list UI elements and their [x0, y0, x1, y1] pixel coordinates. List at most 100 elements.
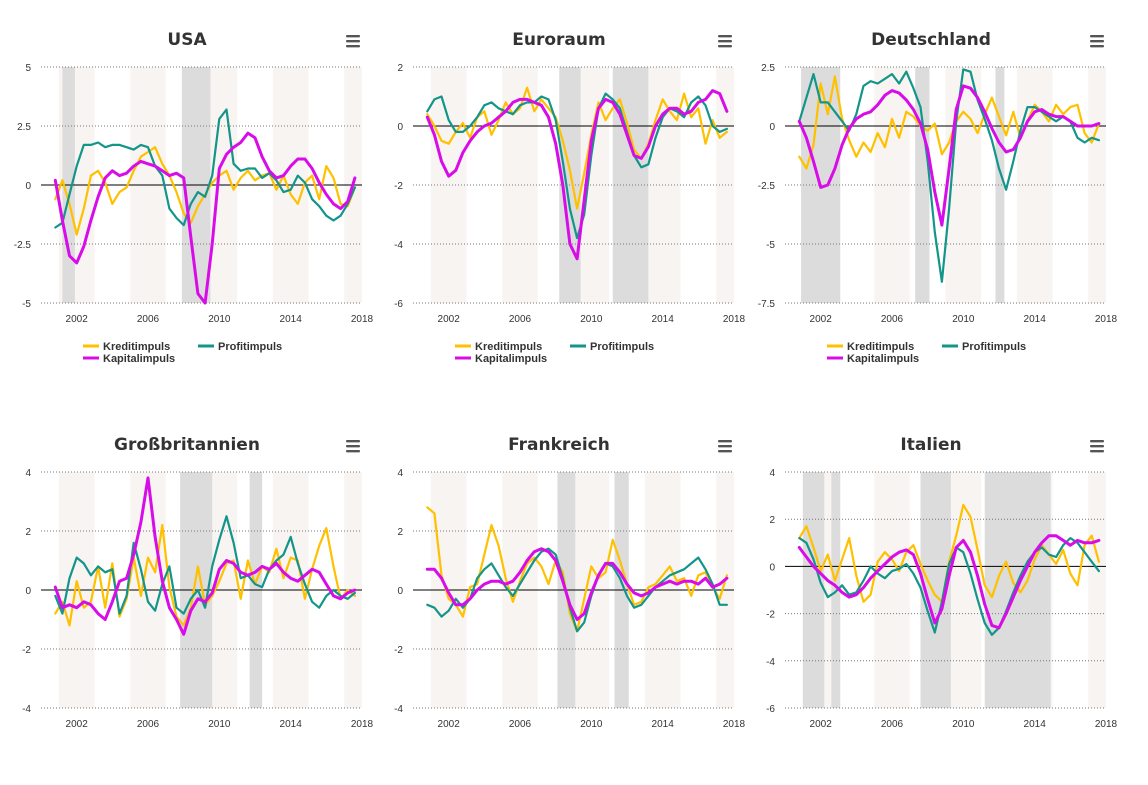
series-line-kapital — [797, 534, 1101, 630]
x-tick-label: 2018 — [723, 314, 746, 325]
x-tick-label: 2002 — [438, 314, 461, 325]
series-line-kapital — [797, 84, 1101, 227]
hamburger-menu-icon — [1090, 440, 1104, 443]
hamburger-menu-icon — [346, 45, 360, 48]
legend-label-kredit: Kreditimpuls — [103, 341, 170, 353]
y-tick-label: -2.5 — [14, 240, 32, 251]
y-tick-label: 5 — [25, 63, 31, 74]
chart-menu-button[interactable] — [342, 436, 364, 456]
chart-usa: -5 -2.5 0 2.5 5 2002 2006 2010 2014 2018 USA Kredit… — [0, 0, 374, 380]
y-tick-label: -4 — [22, 704, 31, 715]
chart-title: Großbritannien — [114, 435, 260, 455]
chart-svg-usa: -5 -2.5 0 2.5 5 2002 2006 2010 2014 2018 USA Kredit… — [14, 30, 374, 365]
x-tick-label: 2010 — [208, 314, 231, 325]
x-tick-label: 2006 — [881, 719, 904, 730]
y-tick-label: -2 — [22, 645, 31, 656]
legend-label-kapital: Kapitalimpuls — [475, 353, 547, 365]
x-tick-label: 2006 — [881, 314, 904, 325]
x-tick-label: 2006 — [509, 314, 532, 325]
legend-label-kapital: Kapitalimpuls — [847, 353, 919, 365]
chart-euroraum: -6 -4 -2 0 2 2002 2006 2010 2014 2018 Euroraum Kred… — [372, 0, 746, 380]
y-tick-label: 2.5 — [761, 63, 775, 74]
series-line-profit — [426, 92, 728, 240]
y-tick-label: 0 — [25, 181, 31, 192]
x-tick-label: 2010 — [952, 719, 975, 730]
x-tick-label: 2014 — [1024, 314, 1047, 325]
x-tick-label: 2018 — [351, 314, 374, 325]
x-tick-label: 2002 — [810, 314, 833, 325]
x-tick-label: 2002 — [810, 719, 833, 730]
x-tick-label: 2014 — [652, 314, 675, 325]
y-tick-label: -6 — [394, 299, 403, 310]
hamburger-menu-icon — [1090, 445, 1104, 448]
x-tick-label: 2018 — [351, 719, 374, 730]
x-tick-label: 2014 — [1024, 719, 1047, 730]
y-tick-label: 0 — [397, 586, 403, 597]
hamburger-menu-icon — [1090, 40, 1104, 43]
y-tick-label: 0 — [397, 122, 403, 133]
background-band — [874, 67, 910, 303]
y-tick-label: -5 — [766, 240, 775, 251]
legend-label-kredit: Kreditimpuls — [475, 341, 542, 353]
series-line-profit — [54, 108, 356, 229]
hamburger-menu-icon — [346, 40, 360, 43]
y-tick-label: 4 — [397, 468, 403, 479]
x-tick-label: 2006 — [137, 719, 160, 730]
chart-title: Euroraum — [512, 30, 605, 50]
chart-menu-button[interactable] — [342, 31, 364, 51]
hamburger-menu-icon — [718, 45, 732, 48]
x-tick-label: 2014 — [280, 314, 303, 325]
y-tick-label: -7.5 — [758, 299, 776, 310]
y-tick-label: 4 — [769, 468, 775, 479]
x-tick-label: 2018 — [1095, 314, 1118, 325]
chart-title: Frankreich — [508, 435, 610, 455]
hamburger-menu-icon — [1090, 35, 1104, 38]
series-line-profit — [54, 515, 356, 615]
y-tick-label: -4 — [394, 240, 403, 251]
chart-title: Deutschland — [871, 30, 991, 50]
shaded-period — [802, 472, 825, 708]
background-band — [874, 472, 910, 708]
y-tick-label: 2 — [769, 515, 775, 526]
x-tick-label: 2010 — [580, 719, 603, 730]
series-line-profit — [798, 537, 1100, 636]
chart-menu-button[interactable] — [714, 436, 736, 456]
y-tick-label: 0 — [769, 122, 775, 133]
chart-italien: -6 -4 -2 0 2 4 2002 2006 2010 2014 2018 Italien — [744, 405, 1117, 785]
chart-svg-euroraum: -6 -4 -2 0 2 2002 2006 2010 2014 2018 Euroraum Kred… — [394, 30, 746, 365]
legend-label-profit: Profitimpuls — [590, 341, 654, 353]
chart-menu-button[interactable] — [714, 31, 736, 51]
legend-label-profit: Profitimpuls — [962, 341, 1026, 353]
hamburger-menu-icon — [718, 445, 732, 448]
y-tick-label: 0 — [769, 562, 775, 573]
x-tick-label: 2010 — [208, 719, 231, 730]
hamburger-menu-icon — [346, 450, 360, 453]
y-tick-label: -2.5 — [758, 181, 776, 192]
chart-title: USA — [167, 30, 207, 50]
chart-menu-button[interactable] — [1086, 31, 1108, 51]
shaded-period — [995, 67, 1005, 303]
hamburger-menu-icon — [718, 35, 732, 38]
x-tick-label: 2018 — [723, 719, 746, 730]
y-tick-label: -4 — [766, 657, 775, 668]
x-tick-label: 2002 — [66, 314, 89, 325]
background-band — [1088, 472, 1106, 708]
chart-grossbritannien: -4 -2 0 2 4 2002 2006 2010 2014 2018 Großbritannie… — [0, 405, 374, 785]
chart-svg-deutschland: -7.5 -5 -2.5 0 2.5 2002 2006 2010 2014 2018 Deutsc… — [758, 30, 1118, 365]
hamburger-menu-icon — [718, 440, 732, 443]
series-line-kapital — [425, 89, 729, 261]
y-tick-label: -2 — [394, 181, 403, 192]
chart-menu-button[interactable] — [1086, 436, 1108, 456]
hamburger-menu-icon — [1090, 450, 1104, 453]
y-tick-label: 2 — [397, 63, 403, 74]
chart-svg-frankreich: -4 -2 0 2 4 2002 2006 2010 2014 2018 Frankreich — [394, 435, 746, 730]
y-tick-label: 0 — [25, 586, 31, 597]
y-tick-label: 4 — [25, 468, 31, 479]
y-tick-label: 2.5 — [17, 122, 31, 133]
chart-svg-italien: -6 -4 -2 0 2 4 2002 2006 2010 2014 2018 Italien — [766, 435, 1117, 730]
chart-svg-grossbritannien: -4 -2 0 2 4 2002 2006 2010 2014 2018 Großbritannie… — [22, 435, 374, 730]
chart-frankreich: -4 -2 0 2 4 2002 2006 2010 2014 2018 Frankreich — [372, 405, 746, 785]
x-tick-label: 2010 — [952, 314, 975, 325]
x-tick-label: 2010 — [580, 314, 603, 325]
y-tick-label: -2 — [394, 645, 403, 656]
